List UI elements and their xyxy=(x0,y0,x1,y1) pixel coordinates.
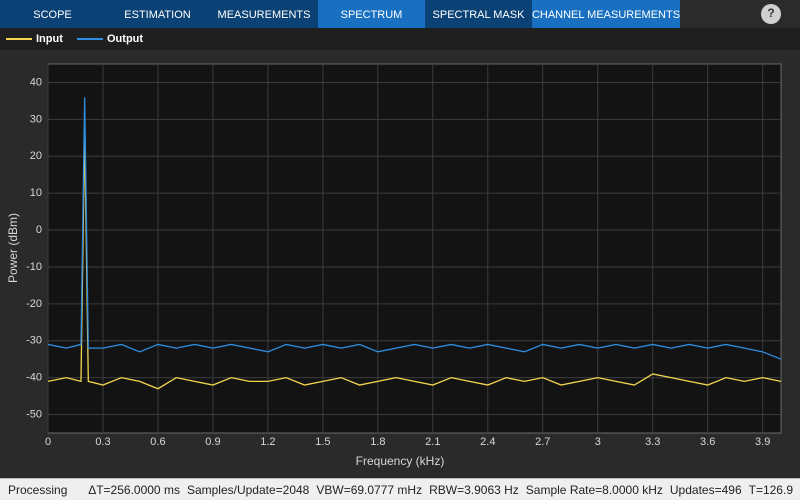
y-tick-label: -50 xyxy=(26,408,42,420)
x-tick-label: 3.9 xyxy=(755,436,770,448)
y-tick-label: -30 xyxy=(26,335,42,347)
x-tick-label: 3.6 xyxy=(700,436,715,448)
x-tick-label: 3.3 xyxy=(645,436,660,448)
y-tick-label: -20 xyxy=(26,298,42,310)
tab[interactable] xyxy=(532,0,680,28)
y-tick-label: 10 xyxy=(30,187,42,199)
y-tick-label: -10 xyxy=(26,261,42,273)
legend-label[interactable]: Input xyxy=(36,33,63,45)
tab-label[interactable]: SPECTRAL MASK xyxy=(433,9,526,21)
y-tick-label: 30 xyxy=(30,113,42,125)
line-series xyxy=(47,97,782,360)
tab[interactable] xyxy=(105,0,210,28)
tab[interactable] xyxy=(0,0,105,28)
toolbar-spacer xyxy=(680,0,800,28)
y-tick-label: -40 xyxy=(26,372,42,384)
status-item: ΔT=256.0000 ms xyxy=(88,482,180,497)
x-tick-label: 3 xyxy=(595,436,601,448)
tab-label[interactable]: ESTIMATION xyxy=(124,9,190,21)
status-bar: Processing ΔT=256.0000 ms Samples/Update=… xyxy=(0,478,800,500)
help-icon[interactable]: ? xyxy=(767,6,774,20)
y-tick-label: 0 xyxy=(36,224,42,236)
x-tick-label: 0.3 xyxy=(95,436,110,448)
tab-label[interactable]: SCOPE xyxy=(33,9,72,21)
x-tick-label: 0 xyxy=(45,436,51,448)
status-state: Processing xyxy=(8,482,68,497)
y-tick-label: 40 xyxy=(30,76,42,88)
y-tick-label: 20 xyxy=(30,150,42,162)
tab-label[interactable]: SPECTRUM xyxy=(341,9,403,21)
x-tick-label: 0.9 xyxy=(205,436,220,448)
x-tick-label: 1.5 xyxy=(315,436,330,448)
tab-label[interactable]: CHANNEL MEASUREMENTS xyxy=(532,9,680,21)
x-tick-label: 1.2 xyxy=(260,436,275,448)
tab[interactable] xyxy=(318,0,425,28)
tab[interactable] xyxy=(210,0,318,28)
grid xyxy=(47,64,781,433)
legend-bar xyxy=(0,28,800,50)
tab-label[interactable]: MEASUREMENTS xyxy=(218,9,311,21)
status-item: Samples/Update=2048 xyxy=(186,482,310,497)
legend-label[interactable]: Output xyxy=(107,33,143,45)
x-tick-label: 2.7 xyxy=(535,436,550,448)
x-tick-label: 1.8 xyxy=(370,436,385,448)
status-item: VBW=69.0777 mHz xyxy=(316,482,423,497)
line-series xyxy=(47,130,782,390)
status-item: Sample Rate=8.0000 kHz xyxy=(525,482,663,497)
status-item: T=126.9 xyxy=(748,482,793,497)
help-button[interactable] xyxy=(761,4,781,24)
status-item: RBW=3.9063 Hz xyxy=(429,482,519,497)
status-item: Updates=496 xyxy=(669,482,742,497)
x-tick-label: 2.1 xyxy=(425,436,440,448)
y-axis-label: Power (dBm) xyxy=(6,213,20,283)
x-tick-label: 0.6 xyxy=(150,436,165,448)
app: ? Frequency (kHz) Power (dBm) SCOPE ESTIM… xyxy=(0,0,800,469)
x-tick-label: 2.4 xyxy=(480,436,495,448)
x-axis-label: Frequency (kHz) xyxy=(356,454,445,468)
tab[interactable] xyxy=(425,0,532,28)
